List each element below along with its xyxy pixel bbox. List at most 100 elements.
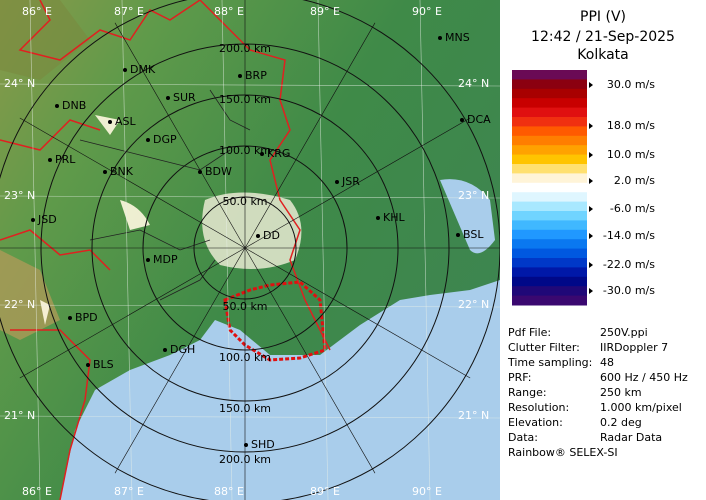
city-label: BNK xyxy=(110,165,134,178)
scale-label: -6.0 m/s xyxy=(610,202,655,215)
scale-band xyxy=(512,145,587,156)
scale-band xyxy=(512,79,587,90)
scale-band xyxy=(512,107,587,118)
scale-arrow xyxy=(589,233,593,239)
latitude-label: 24° N xyxy=(458,77,489,90)
scale-arrow xyxy=(589,262,593,268)
meridian xyxy=(419,0,431,500)
city-label: PRL xyxy=(55,153,76,166)
spoke xyxy=(244,247,471,379)
city-dot xyxy=(460,118,464,122)
scale-band xyxy=(512,98,587,109)
city-label: BRP xyxy=(245,69,267,82)
info-value: 250 km xyxy=(600,386,642,399)
city-label: DNB xyxy=(62,99,86,112)
info-value: 250V.ppi xyxy=(600,326,648,339)
city-label: JSD xyxy=(37,213,57,226)
highland xyxy=(0,0,90,80)
city-label: BPD xyxy=(75,311,98,324)
spoke xyxy=(244,247,376,474)
longitude-label: 86° E xyxy=(22,5,52,18)
info-key: Data: xyxy=(508,431,538,444)
info-key: Range: xyxy=(508,386,547,399)
info-key: Time sampling: xyxy=(507,356,592,369)
range-label: 150.0 km xyxy=(219,402,271,415)
city-label: JSR xyxy=(341,175,360,188)
latitude-label: 22° N xyxy=(4,298,35,311)
scale-band xyxy=(512,173,587,184)
scale-label: 2.0 m/s xyxy=(614,174,655,187)
scale-arrow xyxy=(589,206,593,212)
city-dot xyxy=(108,120,112,124)
city-dot xyxy=(146,138,150,142)
city-label: MDP xyxy=(153,253,178,266)
panel-station: Kolkata xyxy=(577,47,628,63)
latitude-label: 24° N xyxy=(4,77,35,90)
parallel xyxy=(0,83,501,87)
city-dot xyxy=(238,74,242,78)
spoke xyxy=(114,247,246,474)
range-label: 200.0 km xyxy=(219,42,271,55)
scale-band xyxy=(512,276,587,287)
city-dot xyxy=(86,363,90,367)
scale-arrow xyxy=(589,152,593,158)
info-key: Elevation: xyxy=(508,416,563,429)
districts xyxy=(79,89,251,301)
scale-label: -30.0 m/s xyxy=(603,284,655,297)
scale-band xyxy=(512,295,587,306)
info-value: IIRDoppler 7 xyxy=(600,341,668,354)
longitude-label: 89° E xyxy=(310,5,340,18)
city-dot xyxy=(48,158,52,162)
meridian xyxy=(29,0,41,500)
city-label: BLS xyxy=(93,358,114,371)
scale-arrow xyxy=(589,82,593,88)
latitude-label: 22° N xyxy=(458,298,489,311)
city-label: MNS xyxy=(445,31,470,44)
city-dot xyxy=(166,96,170,100)
parallel xyxy=(0,304,501,308)
longitude-label: 87° E xyxy=(114,485,144,498)
range-label: 100.0 km xyxy=(219,144,271,157)
sea xyxy=(60,280,500,500)
scale-band xyxy=(512,286,587,297)
longitude-label: 86° E xyxy=(22,485,52,498)
city-label: DGP xyxy=(153,133,177,146)
scale-band xyxy=(512,88,587,99)
scale-band xyxy=(512,117,587,127)
city-dot xyxy=(244,443,248,447)
city-label: KHL xyxy=(383,211,405,224)
city-dot xyxy=(123,68,127,72)
scale-band xyxy=(512,239,587,250)
longitude-label: 88° E xyxy=(214,5,244,18)
city-dot xyxy=(31,218,35,222)
scale-band xyxy=(512,258,587,268)
city-dot xyxy=(260,152,264,156)
range-label: 100.0 km xyxy=(219,351,271,364)
scale-band xyxy=(512,164,587,174)
scale-band xyxy=(512,248,587,259)
scale-label: -22.0 m/s xyxy=(603,258,655,271)
scale-label: 18.0 m/s xyxy=(607,119,655,132)
spoke xyxy=(19,117,246,249)
spoke xyxy=(114,22,246,249)
latitude-label: 23° N xyxy=(4,189,35,202)
echo-red xyxy=(223,280,327,362)
info-value: 0.2 deg xyxy=(600,416,642,429)
range-label: 150.0 km xyxy=(219,93,271,106)
scale-band xyxy=(512,267,587,278)
city-dot xyxy=(163,348,167,352)
city-label: SHD xyxy=(251,438,275,451)
spoke xyxy=(19,247,246,379)
longitude-label: 87° E xyxy=(114,5,144,18)
city-dot xyxy=(146,258,150,262)
scale-band xyxy=(512,154,587,165)
city-dot xyxy=(335,180,339,184)
city-label: BDW xyxy=(205,165,232,178)
city-label: KRG xyxy=(267,147,290,160)
scale-band xyxy=(512,126,587,137)
scale-band xyxy=(512,229,587,240)
info-value: Radar Data xyxy=(600,431,662,444)
scale-label: 30.0 m/s xyxy=(607,78,655,91)
scale-band xyxy=(512,211,587,221)
